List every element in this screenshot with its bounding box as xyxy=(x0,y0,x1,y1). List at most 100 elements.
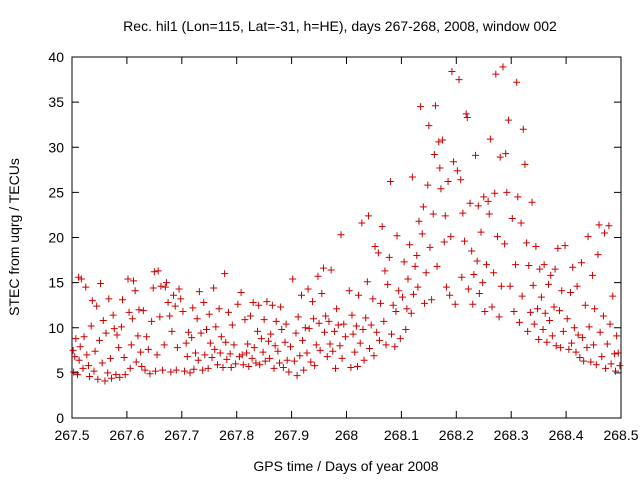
data-point xyxy=(398,293,406,301)
data-point xyxy=(358,219,366,227)
data-point xyxy=(529,281,537,289)
data-point xyxy=(73,371,81,379)
data-point xyxy=(355,291,363,299)
data-point xyxy=(227,363,235,371)
data-point xyxy=(172,366,180,374)
y-tick-label: 15 xyxy=(48,275,64,291)
data-point xyxy=(602,364,610,372)
data-point xyxy=(301,324,309,332)
data-point xyxy=(318,289,326,297)
data-point xyxy=(121,371,129,379)
data-point xyxy=(263,298,271,306)
data-point xyxy=(170,291,178,299)
data-point xyxy=(206,339,214,347)
data-point xyxy=(82,283,90,291)
data-point xyxy=(470,271,478,279)
data-point xyxy=(160,341,168,349)
data-point xyxy=(159,366,167,374)
data-point xyxy=(373,328,381,336)
data-point xyxy=(409,290,417,298)
data-point xyxy=(116,373,124,381)
data-point xyxy=(491,189,499,197)
data-point xyxy=(88,297,96,305)
data-point xyxy=(211,345,219,353)
data-point xyxy=(425,122,433,130)
data-point xyxy=(386,178,394,186)
data-point xyxy=(290,357,298,365)
data-point xyxy=(270,364,278,372)
data-point xyxy=(362,314,370,322)
chart-title: Rec. hil1 (Lon=115, Lat=-31, h=HE), days… xyxy=(123,18,557,34)
data-point xyxy=(124,275,132,283)
data-point xyxy=(217,333,225,341)
x-tick-label: 268.3 xyxy=(494,427,529,443)
data-point xyxy=(164,298,172,306)
data-point xyxy=(83,351,91,359)
y-tick-label: 0 xyxy=(56,410,64,426)
data-point xyxy=(272,317,280,325)
x-tick: 268.3 xyxy=(494,57,529,443)
data-point xyxy=(468,247,476,255)
data-point xyxy=(201,351,209,359)
data-point xyxy=(360,356,368,364)
data-point xyxy=(261,357,269,365)
data-point xyxy=(475,289,483,297)
data-point xyxy=(406,241,414,249)
data-point xyxy=(134,332,142,340)
data-point xyxy=(371,243,379,251)
data-point xyxy=(296,352,304,360)
data-point xyxy=(404,275,412,283)
data-point xyxy=(446,291,454,299)
data-point xyxy=(353,363,361,371)
data-point xyxy=(551,265,559,273)
data-point xyxy=(115,344,123,352)
data-point xyxy=(338,354,346,362)
data-point xyxy=(496,153,504,161)
data-point xyxy=(215,305,223,313)
data-point xyxy=(599,312,607,320)
data-point xyxy=(112,371,120,379)
data-point xyxy=(572,348,580,356)
data-point xyxy=(200,298,208,306)
data-point xyxy=(431,102,439,110)
y-tick: 15 xyxy=(48,275,621,291)
y-tick: 5 xyxy=(56,365,621,381)
data-point xyxy=(239,361,247,369)
y-tick-label: 40 xyxy=(48,49,64,65)
data-point xyxy=(472,151,480,159)
data-point xyxy=(138,363,146,371)
data-point xyxy=(84,362,92,370)
x-tick: 268.4 xyxy=(549,57,584,443)
data-point xyxy=(71,353,79,361)
data-point xyxy=(93,302,101,310)
data-point xyxy=(113,331,121,339)
data-point xyxy=(458,273,466,281)
data-point xyxy=(576,354,584,362)
data-point xyxy=(308,298,316,306)
data-point xyxy=(428,296,436,304)
data-point xyxy=(603,340,611,348)
data-point xyxy=(561,242,569,250)
data-point xyxy=(307,358,315,366)
data-point xyxy=(108,374,116,382)
data-point xyxy=(72,335,80,343)
data-point xyxy=(279,363,287,371)
data-point xyxy=(194,356,202,364)
data-point xyxy=(128,315,136,323)
data-point xyxy=(370,352,378,360)
data-point xyxy=(69,346,77,354)
data-point xyxy=(514,193,522,201)
data-point xyxy=(451,300,459,308)
data-point xyxy=(442,283,450,291)
data-point xyxy=(237,289,245,297)
data-point xyxy=(525,261,533,269)
data-point xyxy=(447,233,455,241)
data-point xyxy=(285,368,293,376)
x-tick-label: 268 xyxy=(335,427,359,443)
data-point xyxy=(393,232,401,240)
data-point xyxy=(106,354,114,362)
data-point xyxy=(125,308,133,316)
y-tick: 0 xyxy=(56,410,621,426)
data-point xyxy=(139,307,147,315)
data-point xyxy=(315,319,323,327)
